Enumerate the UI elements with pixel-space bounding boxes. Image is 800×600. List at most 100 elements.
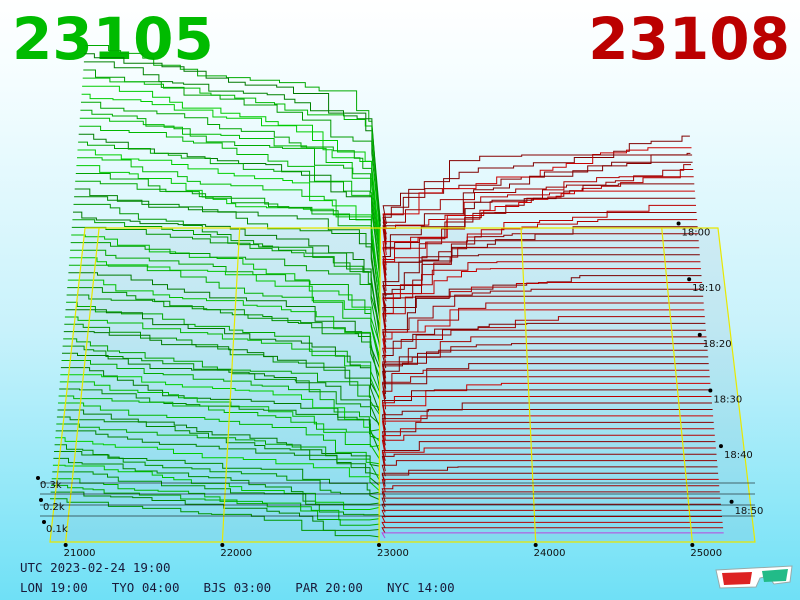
ask-depth-line [382,226,698,297]
bid-depth-line [74,188,381,317]
bid-depth-line [69,257,381,363]
price-tick-dot [220,543,225,547]
ask-depth-line [381,441,716,461]
ask-depth-line [382,240,699,307]
timezone-row: LON 19:00 TYO 04:00 BJS 03:00 PAR 20:00 NYC … [20,580,479,595]
ask-depth-line [381,428,715,451]
bid-depth-line [75,180,381,310]
depth-tick-dot [39,498,43,502]
3d-glasses-icon[interactable] [714,560,794,592]
price-gridline [520,227,537,543]
bid-depth-line [52,464,380,510]
price-tick-label: 23000 [377,548,409,559]
bid-depth-line [81,101,381,260]
timezone-label: NYC 14:00 [386,580,455,595]
bid-depth-line [68,264,381,365]
bid-depth-line [66,301,381,392]
ask-depth-line [381,421,714,446]
ask-depth-line [381,491,720,503]
bid-depth-line [70,249,381,358]
ask-depth-line [381,503,721,513]
ask-depth-line [381,466,718,482]
bid-depth-line [51,484,380,526]
timezone-label: TYO 04:00 [111,580,180,595]
bid-depth-line [75,173,381,307]
bid-depth-line [54,451,380,500]
bid-depth-line [79,117,381,266]
ask-depth-line [381,472,719,487]
bid-depth-line [58,402,380,465]
price-tick-label: 25000 [690,548,722,559]
bid-depth-line [62,345,380,425]
ask-depth-line [382,376,710,410]
time-tick-dot [697,332,702,337]
bid-depth-line [52,471,380,516]
ask-depth-line [382,204,696,281]
ask-depth-line [382,147,692,240]
timezone-label: BJS 03:00 [203,580,272,595]
bid-depth-line [60,374,380,442]
price-tick-dot [690,543,695,547]
bid-depth-line [65,309,381,399]
time-tick-dot [687,277,692,282]
price-gridline [661,227,693,543]
ask-depth-line [382,322,706,369]
bid-depth-line [85,45,381,222]
depth-tick-label: 0.2k [43,502,65,513]
bid-depth-line [80,109,381,264]
ask-depth-line [381,415,714,441]
bid-depth-line [66,294,381,389]
price-tick-label: 21000 [64,548,96,559]
ask-depth-line [381,447,716,467]
ask-depth-line [381,453,717,472]
axis-labels: 21000 22000 23000 24000 25000 18:00 18:10 18:20… [36,221,763,559]
price-tick-label: 24000 [534,548,566,559]
price-gridline [378,227,381,543]
ask-depth-line [381,363,709,400]
ask-depth-line [382,197,696,276]
timezone-label: PAR 20:00 [295,580,363,595]
depth-tick-dot [36,476,40,480]
bid-depth-line [77,157,381,294]
depth-tick-label: 0.1k [46,524,68,535]
ask-depth-line [382,164,691,235]
ask-depth-line [381,532,724,539]
bid-depth-line [55,437,380,491]
ask-depth-line [382,169,694,255]
time-tick-dot [729,499,734,504]
ask-depth-line [382,254,700,317]
ask-depth-line [382,219,698,291]
ask-depth-line [382,302,704,353]
ask-depth-line [382,135,690,225]
ask-depth-line [381,389,711,420]
ask-depth-line [382,161,693,250]
depth-chart: 21000 22000 23000 24000 25000 18:00 18:10 18:20… [36,45,763,559]
ask-depth-line [381,402,712,431]
ask-depth-line [382,275,702,333]
bid-depth-line [56,423,380,481]
bid-depth-line [74,196,381,322]
ask-depth-line [381,409,713,436]
bid-depth-line [54,444,380,495]
ask-depth-line [382,183,695,266]
bid-depth-line [79,125,381,272]
bid-depth-line [64,316,381,400]
bid-depth-line [70,242,381,348]
ask-depth-line [382,295,704,348]
bid-depth-line [68,272,381,369]
bid-depth-line [67,279,381,377]
ask-depth-line [381,478,719,492]
ask-depth-line [382,247,700,312]
ask-depth-line [381,396,712,425]
ask-depth-line [381,460,717,477]
bid-depth-line [82,77,381,244]
bid-depth-line [82,85,381,248]
ask-depth-line [382,154,693,245]
bid-depth-line [71,234,381,345]
ask-depth-line [382,356,709,394]
bid-depth-line [71,226,381,338]
ask-depth-line [382,288,703,343]
bid-depth-line [61,360,380,432]
time-tick-label: 18:30 [713,394,742,405]
ask-depth-line [382,190,695,271]
